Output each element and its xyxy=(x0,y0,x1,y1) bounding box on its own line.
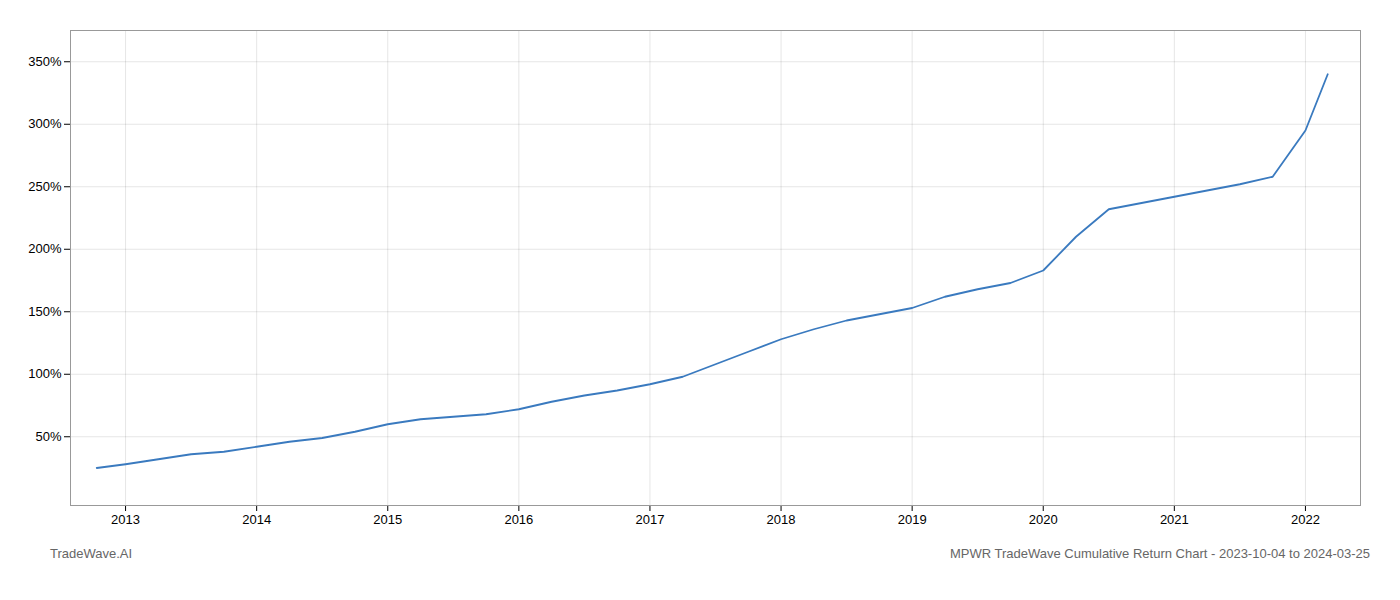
svg-text:200%: 200% xyxy=(28,241,62,256)
svg-text:150%: 150% xyxy=(28,304,62,319)
html-text:MPWR TradeWave Cumulative Retu: MPWR TradeWave Cumulative Return Chart -… xyxy=(950,546,1370,561)
svg-text:2022: 2022 xyxy=(1291,512,1320,527)
svg-text:2013: 2013 xyxy=(111,512,140,527)
svg-text:2019: 2019 xyxy=(898,512,927,527)
svg-text:2016: 2016 xyxy=(504,512,533,527)
svg-text:2018: 2018 xyxy=(767,512,796,527)
svg-text:2014: 2014 xyxy=(242,512,271,527)
svg-text:2015: 2015 xyxy=(373,512,402,527)
svg-text:250%: 250% xyxy=(28,179,62,194)
svg-text:100%: 100% xyxy=(28,366,62,381)
svg-text:50%: 50% xyxy=(35,429,61,444)
svg-text:350%: 350% xyxy=(28,54,62,69)
svg-text:2017: 2017 xyxy=(635,512,664,527)
html-text:TradeWave.AI: TradeWave.AI xyxy=(50,546,133,561)
svg-text:2020: 2020 xyxy=(1029,512,1058,527)
svg-text:2021: 2021 xyxy=(1160,512,1189,527)
svg-text:300%: 300% xyxy=(28,116,62,131)
